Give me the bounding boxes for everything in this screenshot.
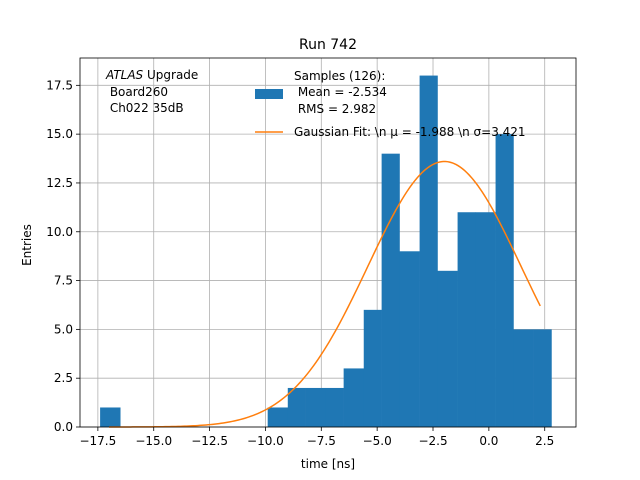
y-tick-label: 5.0 (54, 322, 73, 336)
histogram-bar (457, 212, 476, 427)
histogram-bar (437, 270, 458, 427)
y-tick-label: 7.5 (54, 274, 73, 288)
legend-fit-label: Gaussian Fit: \n μ = -1.988 \n σ=3.421 (294, 125, 526, 139)
histogram-bar (513, 329, 534, 427)
x-tick-label: −12.5 (191, 434, 228, 448)
histogram-bar (363, 309, 382, 427)
y-axis-label: Entries (20, 224, 34, 266)
svg-text:ATLAS Upgrade: ATLAS Upgrade (105, 68, 198, 82)
legend: Samples (126): Mean = -2.534 RMS = 2.982… (255, 69, 526, 139)
x-tick-label: −5.0 (363, 434, 392, 448)
x-tick-label: 0.0 (479, 434, 498, 448)
y-tick-label: 0.0 (54, 420, 73, 434)
annotation-channel: Ch022 35dB (106, 101, 184, 115)
histogram-bar (325, 387, 344, 427)
atlas-annotation: ATLAS Upgrade Board260 Ch022 35dB (105, 68, 198, 115)
histogram-bar (343, 368, 365, 427)
annotation-atlas: ATLAS (105, 68, 144, 82)
annotation-upgrade: Upgrade (143, 68, 198, 82)
plot-frame (79, 57, 577, 428)
histogram-bar (305, 387, 327, 427)
histogram-bar (475, 212, 496, 427)
legend-histogram-line1: Samples (126): (294, 69, 385, 83)
histogram-bar (287, 387, 306, 427)
x-axis-ticks: −17.5 −15.0 −12.5 −10.0 −7.5 −5.0 −2.5 0.0 2.5 (79, 427, 554, 448)
histogram-bar (419, 75, 438, 428)
x-tick-label: −17.5 (79, 434, 116, 448)
x-tick-label: −2.5 (418, 434, 447, 448)
y-axis-ticks: 0.0 2.5 5.0 7.5 10.0 12.5 15.0 17.5 (46, 78, 80, 434)
y-tick-label: 15.0 (46, 127, 73, 141)
chart-title: Run 742 (299, 37, 357, 53)
y-tick-label: 2.5 (54, 371, 73, 385)
x-axis-label: time [ns] (301, 457, 355, 471)
x-tick-label: 2.5 (535, 434, 554, 448)
gaussian-fit-curve (109, 160, 541, 428)
histogram-bar (495, 134, 514, 427)
histogram-bar (100, 407, 121, 427)
x-tick-label: −10.0 (247, 434, 284, 448)
y-tick-label: 12.5 (46, 176, 73, 190)
histogram-bar (399, 251, 420, 427)
legend-histogram-swatch (255, 89, 283, 99)
x-tick-label: −15.0 (135, 434, 172, 448)
y-tick-label: 17.5 (46, 78, 73, 92)
legend-histogram-line3: RMS = 2.982 (294, 102, 376, 116)
histogram-bars (100, 75, 552, 428)
legend-histogram-line2: Mean = -2.534 (294, 85, 387, 99)
y-tick-label: 10.0 (46, 225, 73, 239)
annotation-board: Board260 (106, 85, 168, 99)
histogram-bar (381, 153, 400, 427)
histogram-bar (533, 329, 552, 427)
histogram-bar (267, 407, 289, 427)
x-tick-label: −7.5 (307, 434, 336, 448)
